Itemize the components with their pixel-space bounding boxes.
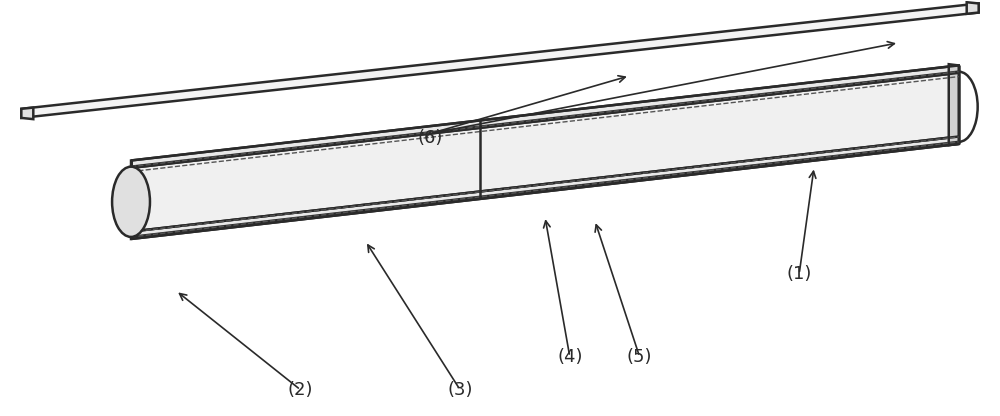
Polygon shape [967,2,979,14]
Text: (5): (5) [627,348,652,366]
Polygon shape [131,72,959,237]
Text: (2): (2) [288,381,313,399]
Polygon shape [21,3,979,118]
Text: (4): (4) [557,348,583,366]
Ellipse shape [112,167,150,237]
Text: (3): (3) [447,381,473,399]
Text: (1): (1) [786,265,812,283]
Text: (6): (6) [418,129,443,147]
Polygon shape [949,64,959,145]
Polygon shape [131,136,959,239]
Polygon shape [131,65,959,168]
Polygon shape [21,108,33,119]
